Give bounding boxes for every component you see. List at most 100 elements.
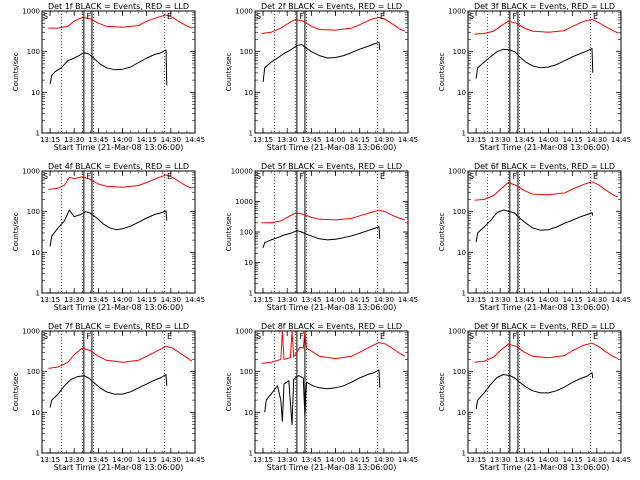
- y-tick-label: 100: [27, 368, 40, 376]
- x-tick-label: 14:30: [587, 296, 607, 304]
- x-tick-label: 14:30: [374, 456, 394, 464]
- detector-chart-3: Det 3f BLACK = Events, RED = LLD 1 10 100 10…: [438, 2, 631, 152]
- x-tick-label: 14:00: [325, 136, 345, 144]
- lld-series-line: [261, 16, 405, 34]
- lld-series-line: [48, 345, 193, 369]
- plot-frame: [41, 10, 196, 134]
- chart-title: Det 4f BLACK = Events, RED = LLD: [48, 162, 189, 171]
- lld-series-line: [48, 14, 193, 29]
- chart-title: Det 5f BLACK = Events, RED = LLD: [261, 162, 402, 171]
- marker-f-label: F: [512, 332, 517, 341]
- x-axis-label: Start Time (21-Mar-08 13:06:00): [480, 143, 610, 152]
- x-tick-label: 14:00: [538, 456, 558, 464]
- marker-e-label: E: [380, 172, 385, 181]
- y-tick-label: 1000: [22, 328, 40, 336]
- y-tick-label: 1000: [448, 168, 466, 176]
- x-tick-label: 13:45: [301, 296, 321, 304]
- y-tick-label: 10: [457, 409, 466, 417]
- x-tick-label: 13:30: [64, 296, 84, 304]
- x-tick-label: 14:15: [137, 456, 157, 464]
- x-tick-label: 14:30: [161, 296, 181, 304]
- x-tick-label: 13:30: [277, 456, 297, 464]
- x-tick-label: 14:15: [137, 296, 157, 304]
- events-series-line: [475, 47, 594, 79]
- x-tick-label: 14:30: [587, 456, 607, 464]
- events-series-line: [49, 374, 168, 408]
- x-axis-label: Start Time (21-Mar-08 13:06:00): [267, 463, 397, 472]
- plot-frame: [254, 330, 409, 454]
- x-tick-label: 14:15: [563, 296, 583, 304]
- chart-title: Det 7f BLACK = Events, RED = LLD: [48, 322, 189, 331]
- events-series-line: [262, 41, 381, 83]
- y-tick-label: 1: [249, 290, 253, 298]
- x-axis-label: Start Time (21-Mar-08 13:06:00): [480, 303, 610, 312]
- events-series-line: [49, 49, 168, 86]
- detector-chart-4: Det 4f BLACK = Events, RED = LLD 1 10 100 10…: [12, 162, 205, 312]
- x-tick-label: 13:30: [277, 136, 297, 144]
- chart-title: Det 8f BLACK = Events, RED = LLD: [261, 322, 402, 331]
- y-axis-label: Counts/sec: [12, 213, 20, 252]
- y-tick-label: 10: [244, 89, 253, 97]
- events-series-line: [475, 372, 594, 410]
- y-axis-label: Counts/sec: [438, 53, 446, 92]
- x-tick-label: 13:45: [301, 136, 321, 144]
- plot-frame: [467, 330, 622, 454]
- y-axis-label: Counts/sec: [438, 373, 446, 412]
- x-tick-label: 13:15: [466, 136, 486, 144]
- y-tick-label: 10000: [231, 168, 253, 176]
- marker-f-label: F: [512, 172, 517, 181]
- y-tick-label: 1000: [448, 8, 466, 16]
- x-tick-label: 13:15: [253, 296, 273, 304]
- marker-f-label: F: [299, 172, 304, 181]
- lld-series-line: [474, 181, 619, 201]
- marker-f-label: F: [86, 12, 91, 21]
- marker-e-label: E: [167, 332, 172, 341]
- x-tick-label: 14:00: [112, 456, 132, 464]
- x-tick-label: 14:30: [374, 296, 394, 304]
- lld-series-line: [261, 330, 406, 364]
- x-axis-label: Start Time (21-Mar-08 13:06:00): [54, 463, 184, 472]
- y-tick-label: 1: [462, 290, 466, 298]
- x-tick-label: 14:00: [325, 456, 345, 464]
- y-tick-label: 1: [36, 450, 40, 458]
- y-tick-label: 100: [27, 48, 40, 56]
- x-tick-label: 13:30: [490, 456, 510, 464]
- lld-series-line: [261, 209, 405, 224]
- y-axis-label: Counts/sec: [12, 373, 20, 412]
- x-axis-label: Start Time (21-Mar-08 13:06:00): [54, 143, 184, 152]
- x-tick-label: 14:45: [611, 456, 631, 464]
- x-tick-label: 13:30: [490, 136, 510, 144]
- y-tick-label: 100: [240, 368, 253, 376]
- x-tick-label: 13:45: [88, 136, 108, 144]
- x-tick-label: 13:30: [64, 456, 84, 464]
- y-tick-label: 10: [31, 89, 40, 97]
- x-tick-label: 13:45: [514, 296, 534, 304]
- x-tick-label: 14:00: [112, 296, 132, 304]
- chart-title: Det 9f BLACK = Events, RED = LLD: [474, 322, 615, 331]
- y-tick-label: 1000: [448, 328, 466, 336]
- marker-s-label: S: [256, 332, 261, 341]
- marker-s-label: S: [43, 172, 48, 181]
- x-tick-label: 14:30: [161, 456, 181, 464]
- x-tick-label: 14:30: [161, 136, 181, 144]
- x-tick-label: 13:45: [301, 456, 321, 464]
- x-tick-label: 13:45: [514, 456, 534, 464]
- x-tick-label: 14:45: [398, 136, 418, 144]
- chart-title: Det 3f BLACK = Events, RED = LLD: [474, 2, 615, 11]
- y-tick-label: 1000: [235, 328, 253, 336]
- marker-f-label: F: [86, 332, 91, 341]
- x-tick-label: 14:00: [538, 296, 558, 304]
- y-axis-label: Counts/sec: [225, 213, 233, 252]
- x-axis-label: Start Time (21-Mar-08 13:06:00): [480, 463, 610, 472]
- marker-f-label: F: [299, 332, 304, 341]
- plot-frame: [254, 10, 409, 134]
- x-tick-label: 13:15: [466, 296, 486, 304]
- lld-series-line: [474, 18, 619, 35]
- marker-e-label: E: [380, 12, 385, 21]
- events-series-line: [264, 369, 381, 426]
- y-tick-label: 10: [31, 249, 40, 257]
- x-tick-label: 13:45: [514, 136, 534, 144]
- chart-title: Det 1f BLACK = Events, RED = LLD: [48, 2, 189, 11]
- x-tick-label: 14:00: [325, 296, 345, 304]
- y-tick-label: 1: [462, 450, 466, 458]
